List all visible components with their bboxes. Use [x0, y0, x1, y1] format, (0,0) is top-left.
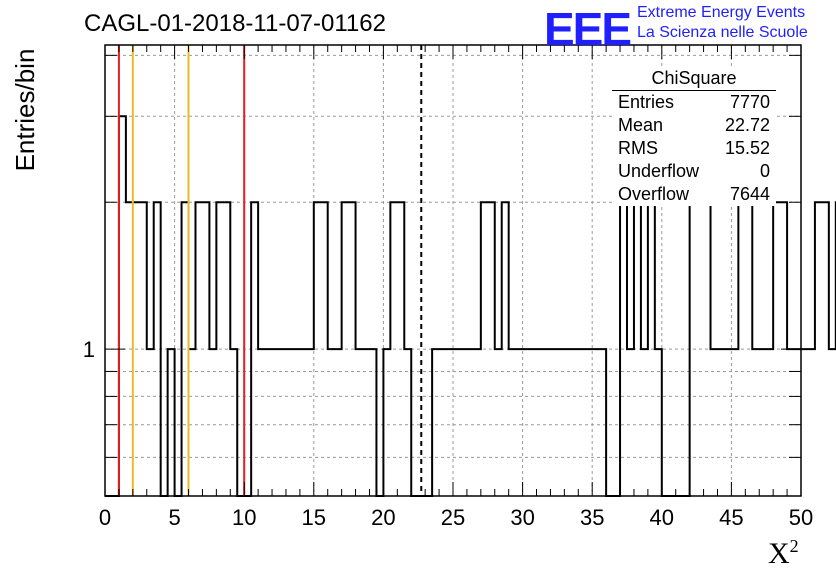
stats-value: 0 — [759, 161, 770, 181]
x-tick-label: 10 — [232, 505, 256, 530]
org-name-line1: Extreme Energy Events — [637, 4, 806, 21]
stats-row: Underflow 0 — [612, 160, 776, 183]
stats-label: Overflow — [618, 184, 690, 204]
x-tick-labels: 0 5 10 15 20 25 30 35 40 45 50 — [99, 505, 813, 530]
stats-row: RMS 15.52 — [612, 137, 776, 160]
stats-value: 7644 — [729, 184, 770, 204]
x-axis-label-sup: 2 — [789, 536, 799, 556]
x-tick-label: 15 — [302, 505, 326, 530]
x-tick-label: 30 — [510, 505, 534, 530]
stats-label: Mean — [618, 115, 664, 135]
x-tick-label: 35 — [580, 505, 604, 530]
chart-title: CAGL-01-2018-11-07-01162 — [84, 10, 386, 37]
stats-value: 7770 — [729, 92, 770, 112]
x-tick-label: 45 — [719, 505, 743, 530]
stats-value: 15.52 — [724, 138, 770, 158]
reference-lines — [117, 45, 423, 496]
axis-ticks — [104, 45, 802, 496]
x-axis-label-text: X — [768, 537, 790, 570]
stats-title: ChiSquare — [612, 68, 776, 91]
stats-row: Overflow 7644 — [612, 183, 776, 206]
y-tick-label: 1 — [83, 337, 95, 362]
stats-value: 22.72 — [724, 115, 770, 135]
x-tick-label: 50 — [789, 505, 813, 530]
eee-logo: EEE — [544, 3, 632, 55]
stats-label: RMS — [618, 138, 658, 158]
stats-row: Mean 22.72 — [612, 114, 776, 137]
org-name-line2: La Scienza nelle Scuole — [637, 24, 808, 41]
x-tick-label: 20 — [371, 505, 395, 530]
x-tick-label: 25 — [441, 505, 465, 530]
x-tick-label: 0 — [99, 505, 111, 530]
x-tick-label: 40 — [650, 505, 674, 530]
y-tick-labels: 1 — [83, 337, 95, 362]
stats-box: ChiSquare Entries 7770 Mean 22.72 RMS 15.52… — [612, 68, 776, 206]
stats-row: Entries 7770 — [612, 91, 776, 114]
x-axis-label: X2 — [768, 536, 799, 571]
y-axis-label: Entries/bin — [10, 48, 40, 172]
stats-label: Entries — [618, 92, 675, 112]
x-tick-label: 5 — [168, 505, 180, 530]
stats-label: Underflow — [618, 161, 700, 181]
